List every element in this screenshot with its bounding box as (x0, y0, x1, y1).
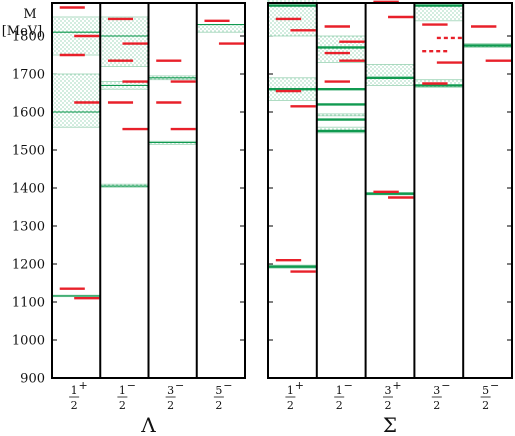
column: 3 2− (148, 59, 198, 412)
column-label: 3 2− (431, 379, 450, 412)
column: 1 2− (316, 25, 366, 412)
column-label-parity: − (441, 379, 450, 392)
column-label: 3 2+ (383, 379, 402, 412)
column-label-parity: − (490, 379, 499, 392)
column-label-den: 2 (119, 399, 126, 412)
panel-sigma: 12+ 12− 32+ 32− 52−Σ (267, 0, 513, 436)
column-label: 5 2− (480, 379, 499, 412)
column: 1 2− (99, 16, 149, 412)
column-label-parity: + (392, 379, 401, 392)
exp-width-band (316, 113, 366, 117)
column-label-parity: − (175, 379, 184, 392)
y-axis-label-line1: M (23, 7, 36, 22)
exp-width-band (413, 5, 464, 22)
column-label-parity: − (344, 379, 353, 392)
column-label-den: 2 (336, 399, 343, 412)
y-tick-label: 900 (20, 372, 45, 387)
exp-width-band (51, 73, 101, 128)
column-label: 1 2− (117, 379, 136, 412)
column-label-parity: − (127, 379, 136, 392)
column-label-den: 2 (433, 399, 440, 412)
y-tick-label: 1500 (12, 144, 45, 159)
column-label-num: 5 (215, 384, 222, 397)
y-axis-label-line2: [MeV] (2, 24, 43, 39)
column: 5 2− (196, 19, 246, 412)
column-label-den: 2 (215, 399, 222, 412)
y-axis: 900 1000 1100 1200 1300 1400 1500 1600 1700 1800 (12, 30, 512, 387)
column-label-den: 2 (482, 399, 489, 412)
column-label-parity: + (295, 379, 304, 392)
panel-title: Λ (140, 413, 156, 436)
column: 1 2+ (267, 0, 318, 412)
column-label-parity: − (223, 379, 232, 392)
column-label-den: 2 (71, 399, 78, 412)
exp-width-band (196, 24, 246, 33)
y-tick-label: 1600 (12, 106, 45, 121)
panel-lambda: 12+ 12− 32− 52−Λ (51, 2, 246, 436)
panel-frame (51, 2, 246, 379)
exp-width-band (365, 64, 415, 86)
column-label-parity: + (79, 379, 88, 392)
column-label: 1 2− (334, 379, 353, 412)
column-label-num: 5 (482, 384, 489, 397)
y-tick-label: 1100 (12, 296, 45, 311)
column-label-num: 3 (167, 384, 174, 397)
column-label: 1 2+ (69, 379, 88, 412)
column-label: 5 2− (213, 379, 232, 412)
column-label-num: 1 (119, 384, 126, 397)
y-tick-label: 1000 (12, 334, 45, 349)
exp-width-band (99, 16, 149, 67)
panel-title: Σ (383, 413, 397, 436)
y-tick-label: 1800 (12, 30, 45, 45)
y-tick-label: 1700 (12, 68, 45, 83)
y-tick-label: 1200 (12, 258, 45, 273)
column: 3 2+ (365, 0, 415, 412)
column-label-den: 2 (167, 399, 174, 412)
column-label-num: 1 (71, 384, 78, 397)
column-label-den: 2 (385, 399, 392, 412)
column: 1 2+ (51, 6, 101, 412)
column: 5 2− (462, 25, 513, 412)
exp-width-band (316, 35, 366, 64)
panels: 12+ 12− 32− 52−Λ12+ 12− 32+ 32− 52−Σ (51, 0, 513, 436)
y-tick-label: 1300 (12, 220, 45, 235)
column-label-num: 1 (336, 384, 343, 397)
column-label: 1 2+ (285, 379, 304, 412)
column-label: 3 2− (165, 379, 184, 412)
column-label-num: 3 (433, 384, 440, 397)
column-label-num: 1 (287, 384, 294, 397)
panel-frame (267, 2, 513, 379)
column: 3 2− (413, 4, 464, 412)
column-label-num: 3 (385, 384, 392, 397)
column-label-den: 2 (287, 399, 294, 412)
y-tick-label: 1400 (12, 182, 45, 197)
